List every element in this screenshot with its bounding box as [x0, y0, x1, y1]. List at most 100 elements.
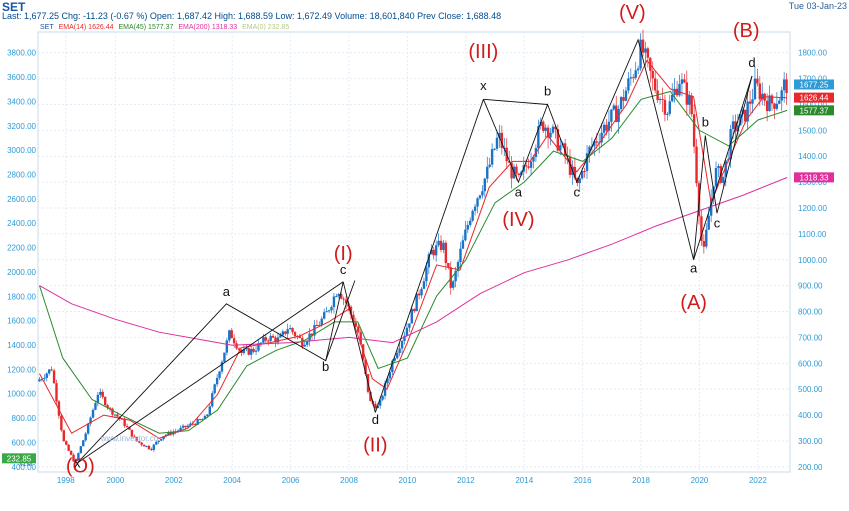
candle: [396, 350, 399, 360]
candle-body: [344, 299, 348, 304]
candle: [271, 333, 275, 339]
candle: [232, 334, 236, 348]
candle-body: [96, 394, 100, 404]
right-tick-label: 500.00: [798, 385, 823, 394]
candle-body: [271, 335, 275, 338]
wave-line: [325, 280, 356, 361]
candle-body: [748, 101, 752, 104]
candle-body: [232, 338, 236, 344]
left-value-tag-text: 232.85: [7, 454, 32, 463]
candle: [636, 65, 640, 75]
candle-body: [602, 124, 606, 133]
candle-body: [391, 360, 394, 373]
candle: [101, 389, 104, 400]
candle-body: [86, 423, 90, 434]
value-tag-bg: [794, 105, 834, 116]
candle: [692, 104, 696, 154]
candle: [145, 445, 148, 448]
candle-body: [135, 436, 139, 442]
candle: [600, 123, 603, 148]
candle-body: [181, 425, 185, 428]
legend-entry: EMA(45) 1577.37: [118, 24, 174, 31]
candle: [490, 143, 494, 168]
wave-line: [693, 75, 753, 260]
candle: [286, 323, 289, 339]
left-tick-label: 1800.00: [7, 292, 36, 301]
candle: [651, 61, 654, 91]
candle: [60, 414, 63, 432]
candle: [481, 185, 484, 199]
candle: [661, 87, 664, 112]
candle: [461, 235, 465, 250]
x-tick-label: 2006: [282, 476, 300, 485]
sub-wave-label: c: [714, 215, 721, 230]
value-tag-text: 1577.37: [800, 106, 829, 115]
candle-body: [203, 415, 207, 420]
candle: [155, 440, 158, 446]
candle-body: [422, 281, 426, 289]
left-tick-label: 1000.00: [7, 390, 36, 399]
candle: [181, 424, 185, 431]
candle-body: [417, 293, 421, 296]
candle: [420, 287, 423, 299]
candle: [332, 292, 336, 314]
candle-body: [653, 78, 657, 91]
candle-body: [778, 100, 781, 104]
candle-body: [717, 166, 720, 168]
candle-body: [488, 164, 491, 167]
candle-body: [546, 127, 550, 138]
candle-body: [89, 417, 92, 424]
candle: [86, 422, 90, 435]
right-tick-label: 1100.00: [798, 230, 827, 239]
candle-body: [396, 352, 399, 359]
candle-body: [544, 127, 547, 131]
candle-body: [775, 103, 779, 109]
candle: [641, 29, 645, 57]
candle: [84, 431, 87, 442]
candle-body: [38, 379, 41, 382]
candle-body: [515, 166, 518, 174]
candle-body: [288, 328, 292, 330]
candle: [335, 293, 338, 298]
candle: [471, 209, 474, 223]
x-tick-label: 2018: [632, 476, 650, 485]
candle-body: [55, 383, 58, 402]
wave-label: (A): [680, 292, 707, 314]
ema-line-ema14: [39, 59, 788, 439]
candle-body: [456, 261, 460, 272]
candle: [775, 91, 779, 111]
candle: [218, 370, 221, 381]
candle-body: [529, 161, 533, 168]
date-stamp: Tue 03-Jan-23: [788, 1, 847, 11]
candle: [668, 94, 671, 117]
candle: [264, 334, 267, 344]
candle: [310, 333, 314, 341]
left-tick-label: 2400.00: [7, 219, 36, 228]
candle-body: [580, 170, 584, 179]
candle-body: [125, 426, 129, 428]
candle-body: [758, 83, 762, 100]
candle: [695, 138, 698, 187]
right-tick-label: 300.00: [798, 437, 823, 446]
candle: [629, 68, 633, 86]
left-value-tag-bg: [2, 453, 36, 464]
candle-body: [198, 419, 202, 421]
ema-line-ema45: [39, 90, 788, 434]
candle-body: [65, 441, 68, 445]
candle-body: [106, 405, 109, 408]
candle: [646, 46, 650, 68]
candle-body: [179, 427, 182, 431]
candle-body: [155, 441, 158, 445]
candle-body: [69, 450, 73, 455]
wave-label: (II): [363, 434, 387, 456]
candle-body: [383, 383, 387, 396]
candle-body: [223, 352, 226, 362]
candle: [432, 247, 435, 260]
candle: [619, 95, 623, 114]
candle: [753, 66, 757, 101]
candle-body: [632, 77, 635, 79]
candle-body: [281, 331, 285, 336]
candle: [279, 332, 282, 338]
candle-body: [695, 146, 698, 184]
